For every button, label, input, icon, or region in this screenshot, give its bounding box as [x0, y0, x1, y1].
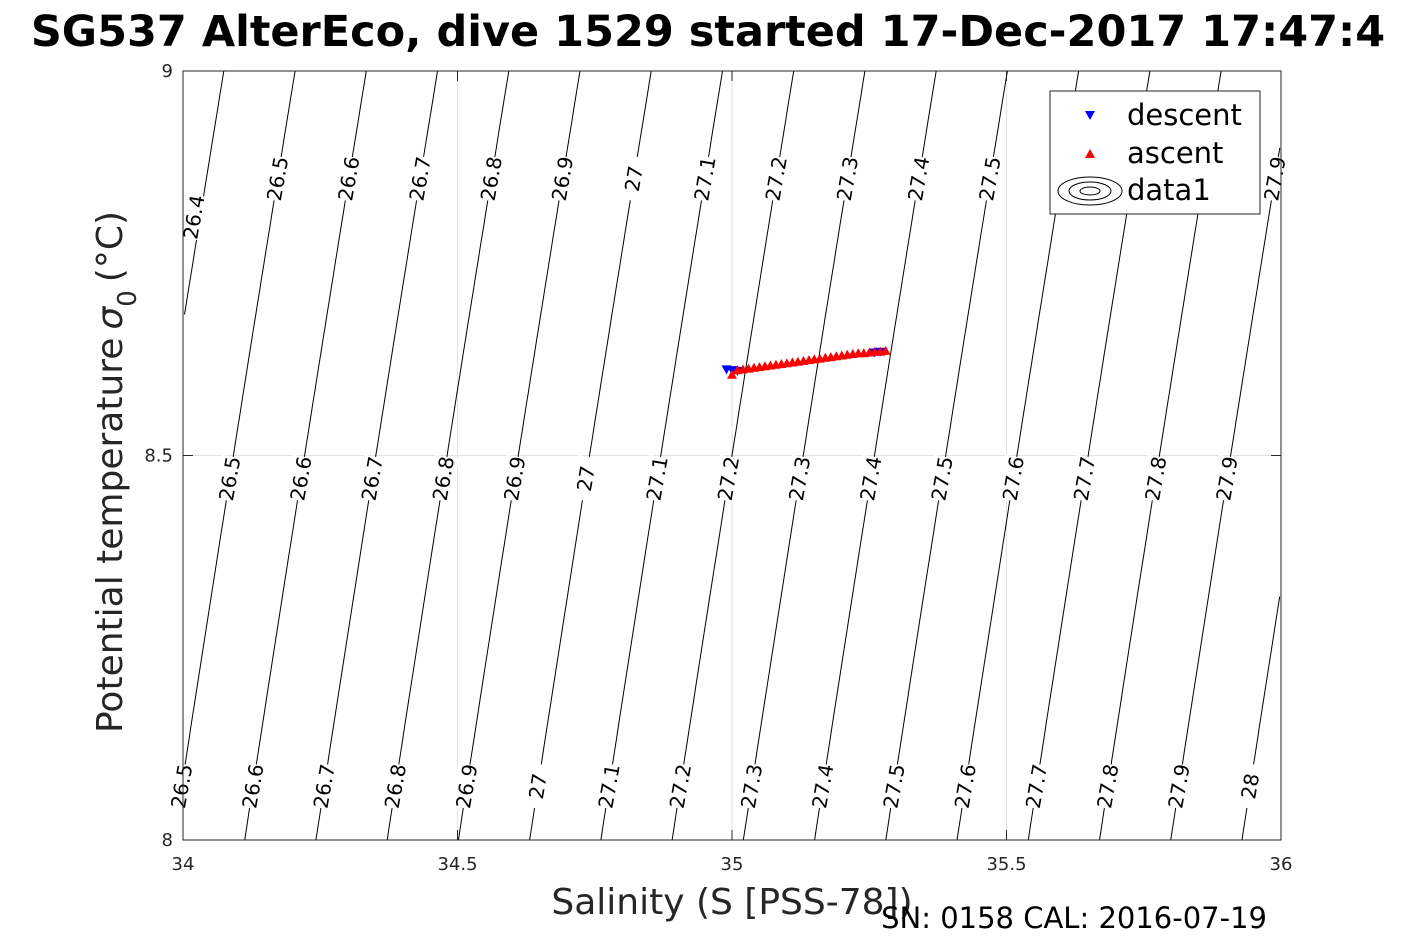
contour-label-bg [499, 454, 531, 503]
legend-contour-marker [1057, 176, 1123, 206]
contour-label: 26.7 [357, 455, 388, 503]
contour-label-bg [664, 762, 697, 810]
contour-label-text: 27 [572, 464, 600, 493]
contour-label-text: 28 [1236, 772, 1264, 801]
contour-label-bg [760, 154, 792, 203]
chart-title: SG537 AlterEco, dive 1529 started 17-Dec… [31, 7, 1385, 57]
contour-label-bg [285, 454, 317, 503]
contour-label-bg [546, 154, 579, 203]
y-axis-label-subscript: 0 [113, 290, 143, 307]
x-tick-label: 35.5 [986, 854, 1026, 875]
legend-descent-label: descent [1127, 98, 1242, 132]
contour-label-bg [903, 154, 935, 203]
y-axis-label-unit: (°C) [90, 211, 131, 282]
contour-label-bg [1259, 154, 1291, 203]
y-tick-label: 8 [162, 830, 173, 851]
contour-label-bg [427, 454, 460, 503]
contour-label-bg [379, 762, 412, 810]
contour-label-bg [1140, 454, 1172, 503]
contour-label-bg [1092, 762, 1124, 810]
contour-label-bg [974, 154, 1006, 203]
contour-label-bg [949, 762, 981, 810]
legend-ascent-label: ascent [1127, 136, 1223, 170]
contour-label-bg [451, 762, 483, 810]
contour-label-bg [1234, 762, 1266, 810]
data-markers [721, 345, 891, 379]
legend-box [1049, 90, 1261, 215]
contour-label-bg [641, 454, 673, 503]
contour-label-bg [333, 154, 365, 203]
contour-label: 27.3 [736, 762, 767, 810]
ascent-marker [727, 369, 737, 379]
contour-label-bg [214, 454, 246, 503]
legend-descent-marker [1085, 111, 1095, 120]
contour-label-bg [807, 762, 839, 810]
contour-label-bg [166, 762, 198, 810]
contour-label-bg [1068, 454, 1101, 503]
contour-label-bg [831, 154, 864, 203]
y-axis-label-symbol: σ [90, 306, 131, 330]
contour-label-bg [1163, 762, 1195, 810]
contour-label: 27 [618, 154, 650, 203]
contour-label-bg [1020, 762, 1053, 810]
contour-label: 28 [1234, 762, 1266, 810]
contour-label-bg [689, 154, 721, 203]
y-tick-label: 8.5 [144, 446, 173, 467]
y-tick-label: 9 [162, 61, 173, 82]
contour-label-bg [712, 454, 745, 503]
contour-label-bg [522, 762, 554, 810]
legend: descent ascent data1 [1049, 90, 1261, 215]
legend-data1-label: data1 [1127, 173, 1211, 207]
contour-label: 27 [522, 762, 554, 810]
contour-label-bg [475, 154, 507, 203]
contour-label: 27.8 [1092, 762, 1123, 810]
contour-label-bg [997, 454, 1029, 503]
contour-label-bg [926, 454, 958, 503]
axis-ticks: 34 34.5 35 35.5 36 8 8.5 9 [144, 61, 1292, 875]
contour-label-bg [783, 454, 816, 503]
serial-calibration-note: SN: 0158 CAL: 2016-07-19 [881, 901, 1267, 935]
contour-label: 27.1 [593, 762, 624, 810]
contour-label-text: 27 [620, 164, 648, 193]
contour-label-bg [878, 762, 910, 810]
x-tick-label: 36 [1270, 854, 1293, 875]
contour-label-bg [178, 193, 210, 241]
contour-label-text: 27 [524, 772, 552, 801]
contour-label-bg [735, 762, 768, 810]
contour-label-bg [618, 154, 650, 203]
x-tick-label: 34.5 [437, 854, 477, 875]
contour-label-bg [593, 762, 625, 810]
legend-ascent-marker [1085, 149, 1095, 158]
contour-label: 27 [570, 454, 602, 503]
x-tick-label: 34 [172, 854, 195, 875]
y-axis-label-text: Potential temperature [90, 338, 131, 733]
isopycnal-line [184, 70, 225, 315]
contour-label-bg [308, 762, 340, 810]
contour-label: 26.8 [380, 762, 411, 810]
x-tick-label: 35 [721, 854, 744, 875]
contour-label: 27.7 [1069, 455, 1100, 503]
contour-label-bg [261, 154, 294, 203]
contour-label-bg [855, 454, 887, 503]
ascent-marker [880, 345, 891, 355]
x-axis-label: Salinity (S [PSS-78]) [551, 882, 912, 923]
contour-label-bg [356, 454, 388, 503]
y-axis-label: Potential temperature σ0 (°C) [90, 211, 143, 733]
contour-label-bg [404, 154, 436, 203]
contour-label-bg [1211, 454, 1243, 503]
contour-label-bg [570, 454, 602, 503]
contour-label-bg [237, 762, 269, 810]
